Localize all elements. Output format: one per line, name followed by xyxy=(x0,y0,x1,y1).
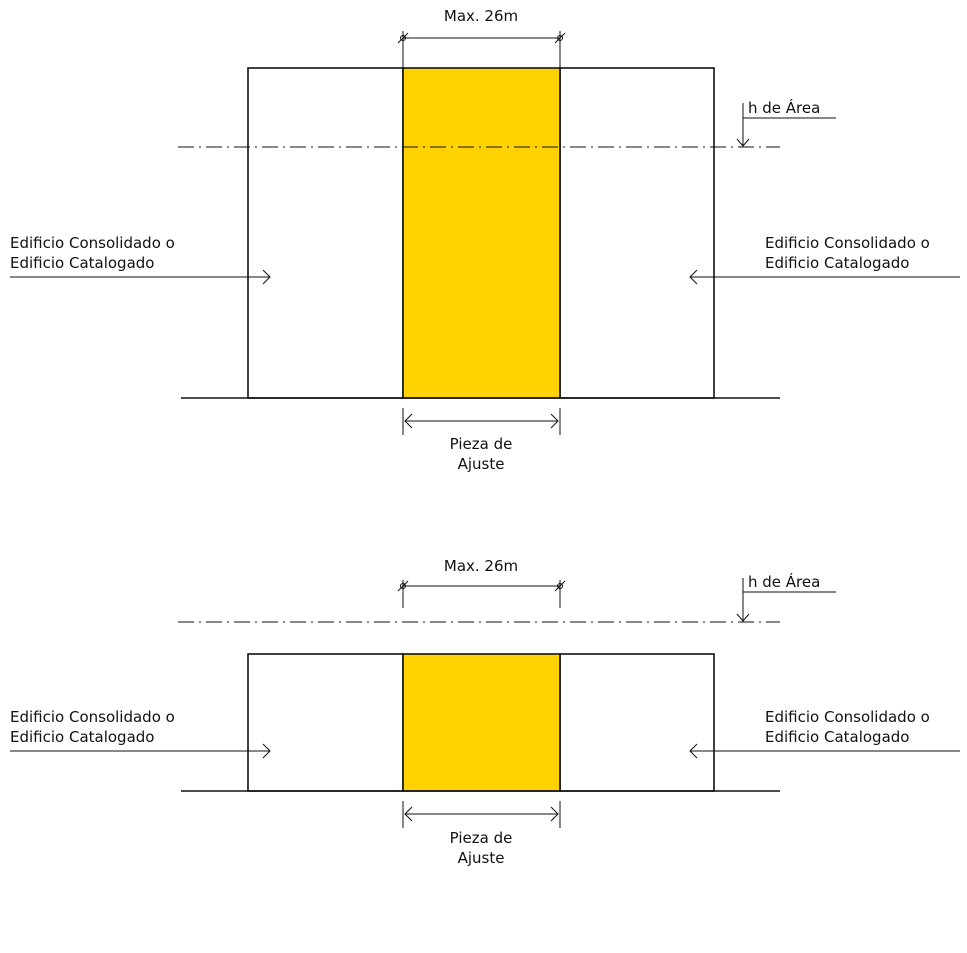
right-building xyxy=(559,67,715,399)
left-building xyxy=(247,67,404,399)
max-dimension-label: Max. 26m xyxy=(444,557,518,575)
adjustment-piece xyxy=(402,653,561,792)
max-dimension-bottom xyxy=(397,580,566,608)
right-building xyxy=(559,653,715,792)
piece-dimension-top xyxy=(402,408,561,435)
right-building-label-line2: Edificio Catalogado xyxy=(765,728,909,746)
left-building-label-line2: Edificio Catalogado xyxy=(10,254,154,272)
max-dimension-label: Max. 26m xyxy=(444,7,518,25)
right-arrow xyxy=(689,269,960,285)
right-building-label-line1: Edificio Consolidado o xyxy=(765,708,930,726)
diagram-bottom: Max. 26m h de Área Edificio Consolidado … xyxy=(10,557,960,867)
area-height-label: h de Área xyxy=(748,572,820,591)
left-arrow xyxy=(10,743,271,759)
area-height-marker xyxy=(736,103,836,147)
left-building xyxy=(247,653,404,792)
area-height-marker xyxy=(736,578,836,622)
max-dimension-top xyxy=(397,31,566,68)
adjustment-piece xyxy=(402,67,561,399)
piece-label-line1: Pieza de xyxy=(450,829,513,847)
left-building-label-line1: Edificio Consolidado o xyxy=(10,708,175,726)
right-arrow xyxy=(689,743,960,759)
piece-label-line2: Ajuste xyxy=(458,849,505,867)
left-building-label-line1: Edificio Consolidado o xyxy=(10,234,175,252)
piece-label-line1: Pieza de xyxy=(450,435,513,453)
diagram-top: Max. 26m h de Área Edificio Consolidado … xyxy=(10,7,960,473)
right-building-label-line2: Edificio Catalogado xyxy=(765,254,909,272)
area-height-label: h de Área xyxy=(748,98,820,117)
piece-label-line2: Ajuste xyxy=(458,455,505,473)
left-building-label-line2: Edificio Catalogado xyxy=(10,728,154,746)
left-arrow xyxy=(10,269,271,285)
piece-dimension-bottom xyxy=(402,801,561,828)
right-building-label-line1: Edificio Consolidado o xyxy=(765,234,930,252)
